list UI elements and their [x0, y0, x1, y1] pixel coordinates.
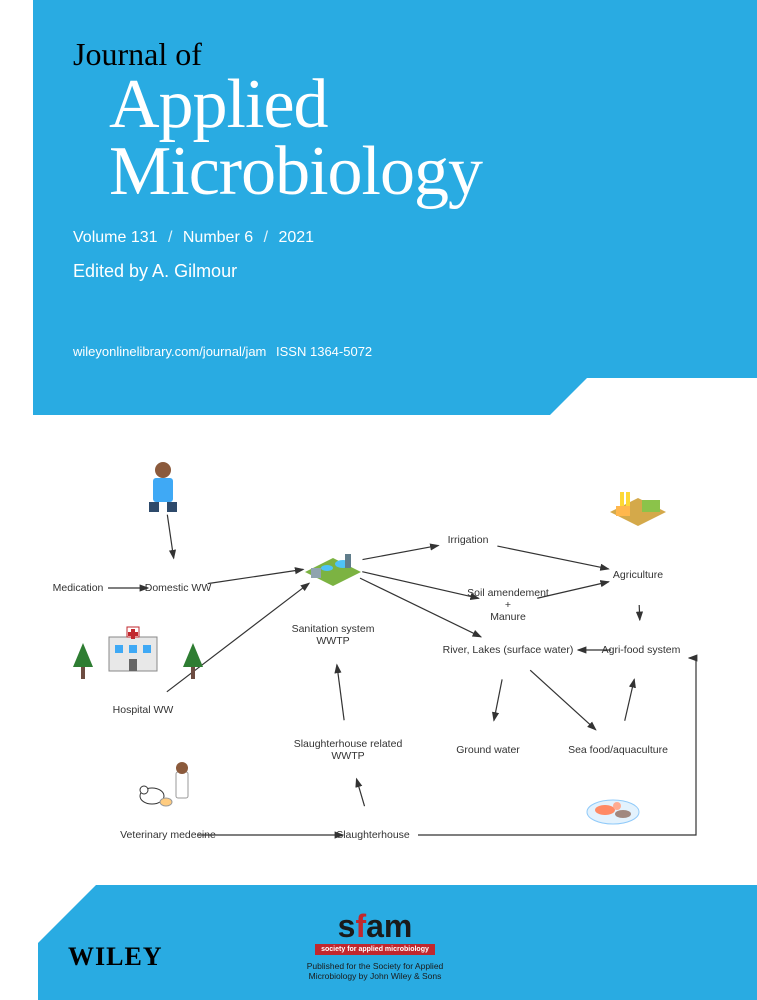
- year: 2021: [278, 229, 314, 246]
- node-hospital: Hospital WW: [113, 704, 174, 716]
- editor: Edited by A. Gilmour: [73, 261, 717, 282]
- pub-line-1: Published for the Society for Applied: [307, 961, 444, 971]
- journal-url-line: wileyonlinelibrary.com/journal/jam ISSN …: [73, 344, 717, 359]
- issue-number: Number 6: [183, 229, 253, 246]
- node-river: River, Lakes (surface water): [443, 644, 574, 656]
- journal-header: Journal of Applied Microbiology Volume 1…: [33, 0, 757, 415]
- title-word-1: Applied: [109, 72, 717, 139]
- node-wwtp: Sanitation system WWTP: [292, 623, 375, 647]
- node-slaughter: Slaughterhouse: [336, 829, 410, 841]
- agri_ico-icon: [606, 478, 670, 532]
- title-word-2: Microbiology: [109, 139, 717, 206]
- node-agrifood: Agri-food system: [602, 644, 681, 656]
- hospital_ico-icon: [101, 623, 165, 677]
- wwtp_ico-icon: [301, 538, 365, 592]
- volume-info: Volume 131 / Number 6 / 2021: [73, 229, 717, 247]
- separator: /: [168, 229, 172, 246]
- node-domestic: Domestic WW: [145, 582, 212, 594]
- pub-line-2: Microbiology by John Wiley & Sons: [309, 971, 442, 981]
- node-vet: Veterinary medecine: [120, 829, 216, 841]
- issn-value: 1364-5072: [310, 344, 372, 359]
- node-ground: Ground water: [456, 744, 520, 756]
- node-seafood: Sea food/aquaculture: [568, 744, 668, 756]
- society-block: sfam society for applied microbiology Pu…: [270, 914, 480, 982]
- node-soil: Soil amendement + Manure: [467, 587, 549, 623]
- sfam-logo: sfam: [270, 914, 480, 938]
- sfam-tagline: society for applied microbiology: [315, 944, 435, 955]
- header-notch: [587, 378, 757, 415]
- sfam-publisher-note: Published for the Society for Applied Mi…: [270, 961, 480, 982]
- person-icon: [131, 458, 195, 512]
- node-slaughter_wwtp: Slaughterhouse related WWTP: [294, 738, 403, 762]
- vet_ico-icon: [136, 758, 200, 812]
- node-agriculture: Agriculture: [613, 569, 663, 581]
- wiley-logo: WILEY: [68, 942, 163, 972]
- separator: /: [264, 229, 268, 246]
- volume: Volume 131: [73, 229, 158, 246]
- cover-flowchart: Medication Domestic WW Sanitation system W…: [33, 435, 731, 875]
- node-irrigation: Irrigation: [448, 534, 489, 546]
- node-medication: Medication: [53, 582, 104, 594]
- journal-url: wileyonlinelibrary.com/journal/jam: [73, 344, 266, 359]
- issn-label: ISSN: [276, 344, 306, 359]
- seafood_ico-icon: [581, 778, 645, 832]
